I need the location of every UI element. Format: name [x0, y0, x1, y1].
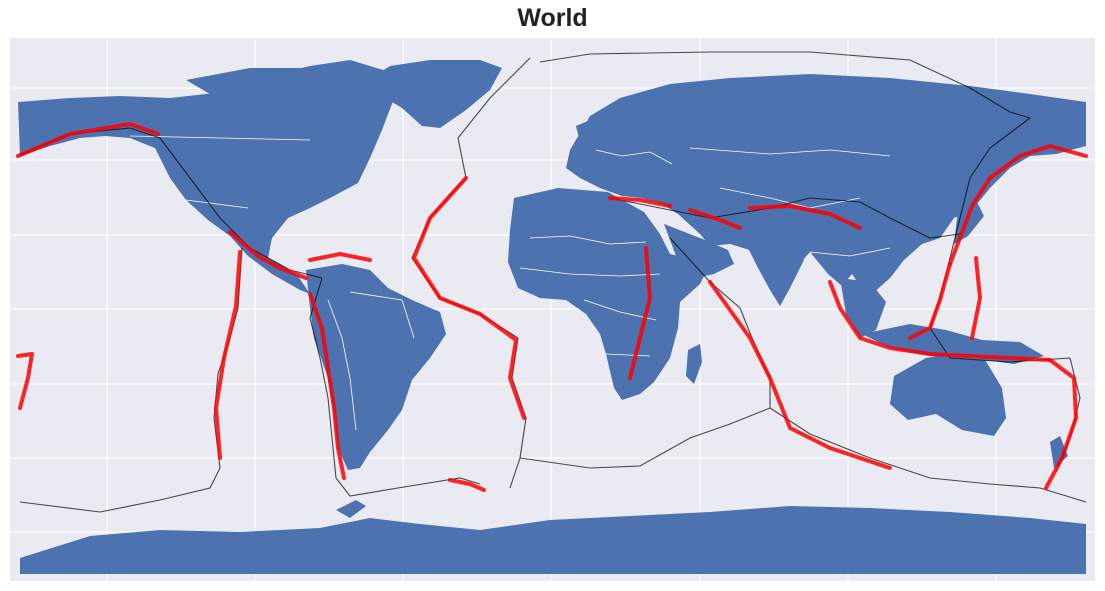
quake-cluster-philippines	[908, 262, 952, 340]
quake-cluster-caribbean	[308, 252, 372, 262]
quake-cluster-kamchatka	[1018, 144, 1088, 158]
quake-cluster-south-sandwich	[448, 478, 486, 492]
map-title: World	[517, 4, 588, 32]
uk-ireland	[576, 120, 594, 150]
antarctic-peninsula	[336, 500, 366, 518]
quake-cluster-mid-atlantic	[412, 176, 526, 420]
north-america	[18, 60, 395, 294]
southwest-indian-ridge	[519, 407, 771, 469]
quake-cluster-east-pacific	[214, 250, 242, 460]
nazca-boundary	[309, 277, 481, 497]
antarctica	[20, 506, 1086, 574]
quake-cluster-iran	[688, 208, 742, 230]
world-map	[10, 38, 1095, 581]
arabian-peninsula	[664, 224, 734, 278]
north-american-arctic-boundary	[539, 51, 1031, 119]
quake-cluster-indian-ridge	[708, 280, 892, 470]
border-andes	[327, 299, 357, 431]
madagascar	[686, 344, 702, 384]
quake-cluster-tonga	[1044, 358, 1078, 490]
land-masses	[18, 60, 1086, 574]
south-america	[306, 264, 446, 470]
australia	[890, 352, 1006, 436]
quake-cluster-mediterranean	[608, 196, 672, 208]
quake-cluster-central-america	[228, 230, 308, 280]
eurasia	[566, 74, 1086, 294]
eurasian-southern-boundary	[609, 197, 961, 239]
quake-cluster-himalaya	[748, 204, 862, 230]
new-zealand	[1050, 436, 1068, 468]
quake-cluster-east-africa	[628, 246, 652, 380]
canadian-archipelago	[186, 68, 330, 96]
border-china	[809, 247, 891, 257]
border-russia	[689, 147, 891, 157]
border-us-mexico	[185, 199, 249, 209]
quake-cluster-japan-kuril	[948, 154, 1022, 266]
border-europe	[595, 149, 673, 165]
earthquake-epicenters	[16, 122, 1088, 492]
border-brazil	[349, 291, 415, 339]
border-southern-africa	[605, 353, 651, 357]
border-us-canada	[129, 135, 311, 141]
maritime-southeast-asia	[862, 324, 1044, 364]
border-sahel	[519, 267, 661, 277]
country-borders	[129, 135, 891, 431]
india	[746, 244, 804, 306]
quake-cluster-sunda	[828, 280, 1052, 362]
quake-cluster-andes	[308, 292, 346, 480]
quake-cluster-hawaii	[16, 352, 34, 410]
border-north-africa	[529, 235, 647, 245]
africa	[508, 188, 710, 400]
quake-cluster-mariana	[970, 256, 982, 340]
southeast-indian-ridge	[769, 407, 1087, 503]
quake-cluster-aleutians	[16, 122, 160, 158]
greenland	[362, 60, 502, 128]
